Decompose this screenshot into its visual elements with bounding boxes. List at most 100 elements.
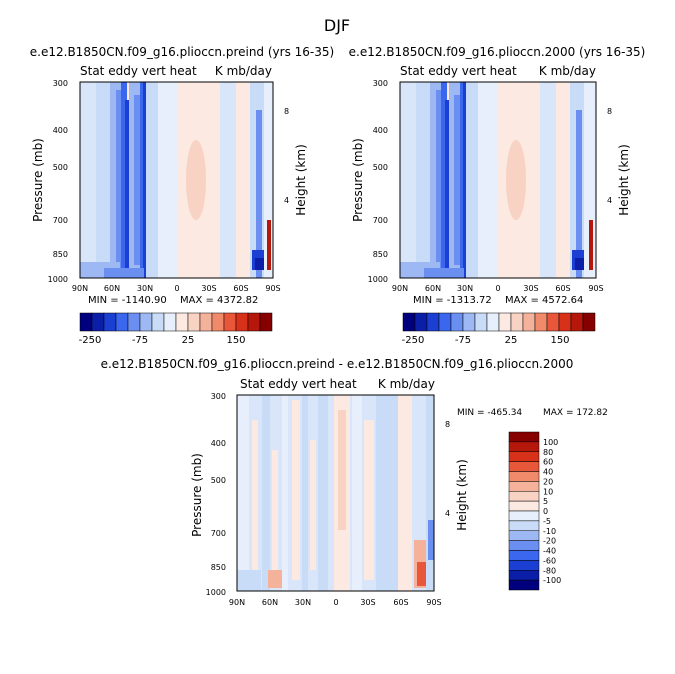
y-tick-label: 1000	[48, 275, 68, 284]
contour-band	[445, 100, 449, 278]
colorbar-swatch	[151, 312, 165, 332]
colorbar-swatch	[79, 312, 93, 332]
y-tick-label: 400	[373, 126, 388, 135]
contour-band	[454, 95, 460, 265]
colorbar-labels-right: -250 -75 25 150	[402, 335, 570, 346]
contour-band	[80, 82, 100, 278]
colorbar-swatch	[508, 451, 540, 462]
y2-ticks: 8 4	[284, 107, 289, 205]
contour-band	[364, 420, 374, 580]
colorbar-swatch	[510, 312, 524, 332]
x-tick-label: 90S	[426, 598, 441, 607]
colorbar-label: -80	[543, 566, 556, 575]
y2-tick-label: 4	[284, 196, 289, 205]
contour-band	[576, 110, 582, 278]
contour-band	[292, 400, 300, 580]
x-tick-label: 30S	[523, 284, 538, 293]
colorbar-swatch	[498, 312, 512, 332]
colorbar-swatch	[115, 312, 129, 332]
contour-band	[262, 395, 270, 591]
x-tick-label: 90N	[72, 284, 88, 293]
colorbar-swatch	[508, 560, 540, 571]
y-tick-label: 850	[211, 563, 226, 572]
colorbar-labels-left: -250 -75 25 150	[79, 335, 246, 346]
y-tick-label: 1000	[368, 275, 388, 284]
colorbar-label: 5	[543, 497, 548, 506]
y-tick-label: 300	[211, 392, 226, 401]
y-axis-label: Pressure (mb)	[190, 453, 204, 537]
y-ticks: 300 400 500 700 850 1000	[368, 79, 388, 284]
y2-ticks: 8 4	[445, 420, 450, 518]
x-tick-label: 90N	[229, 598, 245, 607]
colorbar-swatch	[175, 312, 189, 332]
colorbar-2000	[402, 312, 596, 332]
x-tick-label: 90S	[265, 284, 280, 293]
colorbar-swatch	[508, 491, 540, 502]
x-tick-label: 60N	[104, 284, 120, 293]
contour-band	[376, 395, 398, 591]
colorbar-swatch	[163, 312, 177, 332]
colorbar-swatch	[508, 431, 540, 443]
contour-band	[255, 258, 265, 270]
contour-band	[400, 82, 420, 278]
y-tick-label: 300	[53, 79, 68, 88]
x-ticks: 90N 60N 30N 0 30S 60S 90S	[392, 284, 604, 293]
min-label: MIN = -1140.90	[88, 295, 167, 306]
contour-band	[428, 520, 434, 560]
y-tick-label: 850	[53, 250, 68, 259]
plot-frame	[79, 81, 274, 279]
contour-band	[256, 110, 262, 278]
colorbar-swatch	[558, 312, 572, 332]
min-label: MIN = -1313.72	[413, 295, 492, 306]
contour-band	[540, 82, 556, 278]
contour-band	[302, 395, 308, 591]
left-string: Stat eddy vert heat	[80, 64, 197, 78]
contour-band	[528, 82, 540, 278]
colorbar-label: 25	[505, 335, 518, 346]
panel-title: e.e12.B1850CN.f09_g16.plioccn.preind (yr…	[30, 45, 334, 59]
colorbar-swatch	[508, 441, 540, 452]
contour-band	[140, 82, 145, 278]
colorbar-swatch	[247, 312, 261, 332]
y2-axis-label: Height (km)	[294, 144, 308, 215]
contour-band	[272, 450, 278, 570]
y-tick-label: 1000	[206, 588, 226, 597]
colorbar-swatch	[426, 312, 440, 332]
y2-tick-label: 8	[607, 107, 612, 116]
contour-band	[143, 82, 146, 278]
colorbar-swatch	[402, 312, 416, 332]
y-tick-label: 500	[373, 163, 388, 172]
y2-tick-label: 4	[607, 196, 612, 205]
contour-band	[424, 268, 464, 278]
y-ticks: 300 400 500 700 850 1000	[206, 392, 226, 597]
x-tick-label: 60N	[262, 598, 278, 607]
colorbar-swatch	[187, 312, 201, 332]
y-axis-label: Pressure (mb)	[351, 138, 365, 222]
contour-band	[208, 82, 220, 278]
contour-band	[352, 395, 362, 591]
contour-band	[282, 395, 288, 591]
y2-axis-label: Height (km)	[617, 144, 631, 215]
colorbar-swatch	[508, 579, 540, 591]
colorbar-swatch	[199, 312, 213, 332]
x-tick-label: 60S	[233, 284, 248, 293]
right-string: K mb/day	[215, 64, 272, 78]
colorbar-label: -40	[543, 547, 556, 556]
x-tick-label: 60S	[393, 598, 408, 607]
contour-band	[338, 410, 346, 530]
plot-area	[79, 81, 274, 279]
right-string: K mb/day	[378, 377, 435, 391]
colorbar-label: 150	[226, 335, 245, 346]
y2-tick-label: 8	[284, 107, 289, 116]
colorbar-swatch	[508, 471, 540, 482]
contour-band	[556, 82, 570, 278]
x-tick-label: 90N	[392, 284, 408, 293]
x-ticks: 90N 60N 30N 0 30S 60S 90S	[72, 284, 281, 293]
colorbar-swatch	[235, 312, 249, 332]
colorbar-label: -250	[79, 335, 102, 346]
panel-difference: e.e12.B1850CN.f09_g16.plioccn.preind - e…	[101, 357, 608, 607]
colorbar-label: -20	[543, 537, 556, 546]
colorbar-swatch	[546, 312, 560, 332]
